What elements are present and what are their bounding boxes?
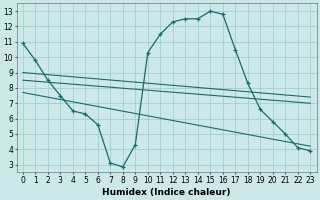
X-axis label: Humidex (Indice chaleur): Humidex (Indice chaleur) bbox=[102, 188, 231, 197]
